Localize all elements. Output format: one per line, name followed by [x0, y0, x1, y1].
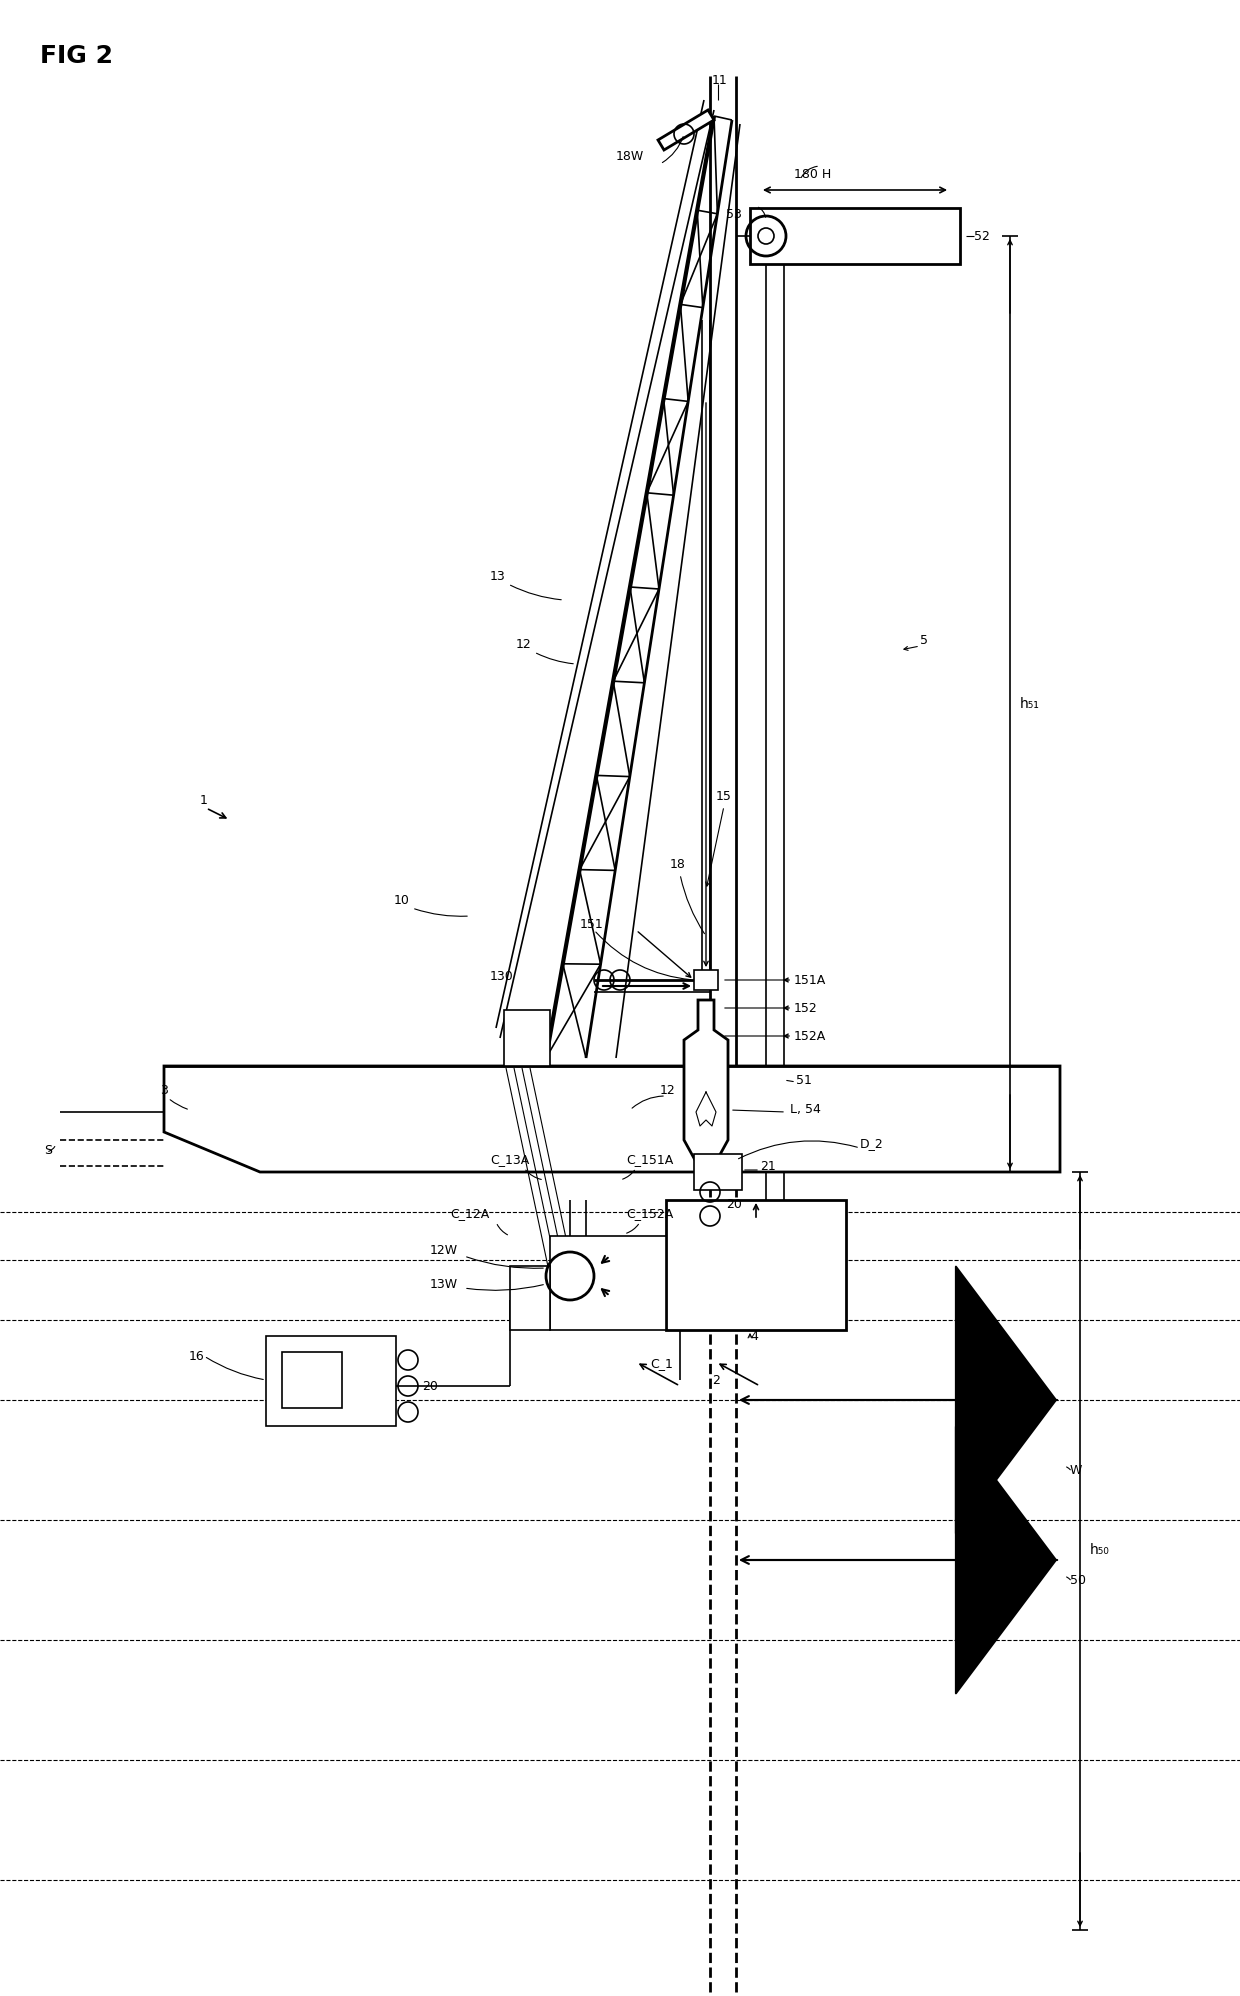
Bar: [750, 208, 960, 263]
Bar: [694, 1154, 742, 1190]
Text: 151: 151: [580, 918, 604, 930]
Text: 1: 1: [200, 794, 208, 806]
Text: h₅₀: h₅₀: [1090, 1543, 1110, 1557]
Text: 152: 152: [794, 1002, 817, 1014]
Text: C_1: C_1: [650, 1357, 673, 1371]
Text: 15: 15: [715, 790, 732, 802]
Bar: [281, 1351, 342, 1407]
Text: FIG 2: FIG 2: [40, 44, 113, 68]
Text: 50: 50: [1070, 1573, 1086, 1587]
Text: D_2: D_2: [861, 1138, 884, 1150]
Text: 20: 20: [725, 1198, 742, 1210]
Text: 52: 52: [973, 230, 990, 242]
Polygon shape: [658, 110, 714, 150]
Bar: [666, 1200, 846, 1329]
Text: 12: 12: [516, 637, 532, 651]
Text: C_152A: C_152A: [626, 1208, 673, 1220]
Text: S: S: [43, 1144, 52, 1156]
Text: 2: 2: [712, 1373, 720, 1387]
Polygon shape: [164, 1066, 1060, 1172]
Text: 130: 130: [490, 970, 513, 982]
Text: W: W: [1070, 1463, 1083, 1477]
Text: 11: 11: [712, 74, 728, 86]
Polygon shape: [684, 1000, 728, 1160]
Text: 180 H: 180 H: [794, 168, 831, 180]
Text: 10: 10: [394, 894, 410, 906]
Bar: [694, 970, 718, 990]
Text: 16: 16: [188, 1349, 205, 1363]
Text: 18W: 18W: [616, 150, 644, 162]
Text: h₅₁: h₅₁: [1021, 697, 1040, 711]
Text: 51: 51: [796, 1074, 812, 1086]
Text: 13: 13: [490, 569, 506, 583]
Text: 3: 3: [160, 1084, 167, 1096]
Bar: [267, 1335, 396, 1425]
Text: 4: 4: [750, 1329, 758, 1343]
Text: 5: 5: [920, 633, 928, 647]
Text: 12W: 12W: [430, 1244, 458, 1257]
Text: 12: 12: [660, 1084, 676, 1096]
Text: 152A: 152A: [794, 1030, 826, 1042]
Text: 21: 21: [760, 1160, 776, 1172]
Text: C_12A: C_12A: [450, 1208, 490, 1220]
Text: C_151A: C_151A: [626, 1154, 673, 1166]
Text: 53: 53: [725, 208, 742, 220]
Text: 18: 18: [670, 858, 686, 870]
Bar: [551, 1236, 666, 1329]
Text: 20: 20: [422, 1379, 438, 1393]
Bar: [510, 1265, 551, 1329]
Text: C_13A: C_13A: [490, 1154, 529, 1166]
Bar: [503, 1010, 551, 1066]
Text: 151A: 151A: [794, 974, 826, 986]
Text: 13W: 13W: [430, 1277, 458, 1291]
Text: L, 54: L, 54: [790, 1104, 821, 1116]
